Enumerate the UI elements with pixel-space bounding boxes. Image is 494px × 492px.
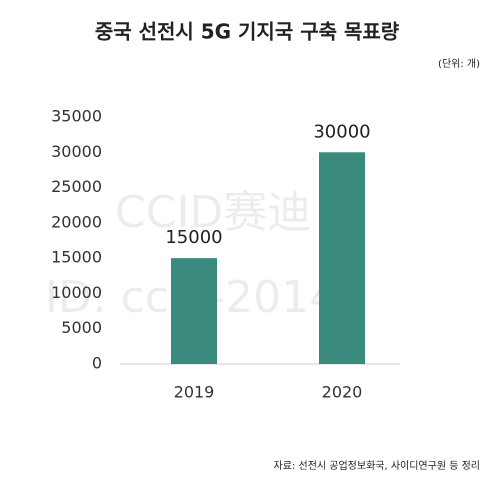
bar [319, 152, 365, 364]
y-tick-label: 30000 [51, 142, 102, 161]
y-tick-label: 0 [92, 354, 102, 373]
x-tick-label: 2020 [322, 383, 363, 402]
y-tick-label: 35000 [51, 107, 102, 126]
x-tick-label: 2019 [174, 383, 215, 402]
y-tick-label: 25000 [51, 177, 102, 196]
source-note: 자료: 선전시 공업정보화국, 사이디연구원 등 정리 [274, 459, 480, 472]
bar [171, 258, 217, 364]
chart-title: 중국 선전시 5G 기지국 구축 목표량 [95, 20, 400, 44]
y-tick-label: 20000 [51, 212, 102, 231]
y-tick-label: 10000 [51, 283, 102, 302]
value-label: 15000 [165, 227, 222, 248]
unit-label: (단위: 개) [438, 57, 480, 70]
y-tick-label: 5000 [61, 318, 102, 337]
value-label: 30000 [313, 121, 370, 142]
watermark: CCID赛迪 [115, 187, 311, 238]
y-tick-label: 15000 [51, 248, 102, 267]
